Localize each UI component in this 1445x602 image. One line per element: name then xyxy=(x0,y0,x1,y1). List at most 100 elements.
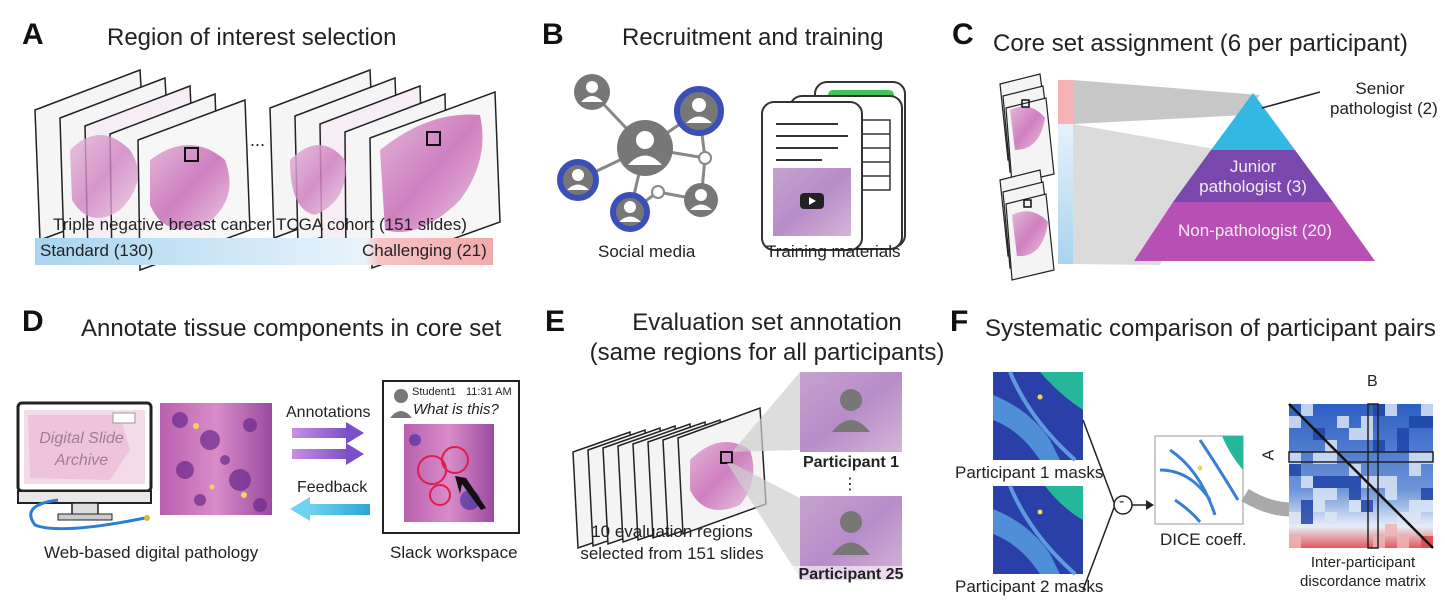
nonpathologist-label: Non-pathologist (20) xyxy=(1177,221,1333,240)
matrix-cell xyxy=(1289,464,1301,476)
matrix-cell xyxy=(1385,476,1397,488)
discordance-matrix xyxy=(1288,403,1434,549)
training-materials xyxy=(761,81,906,251)
dsa-label: Digital Slide Archive xyxy=(24,428,139,472)
matrix-cell xyxy=(1301,476,1313,488)
annotations-label: Annotations xyxy=(286,404,371,421)
matrix-cell xyxy=(1325,452,1337,464)
matrix-cell xyxy=(1361,500,1373,512)
network-nodes xyxy=(557,74,724,232)
participant-2-masks-label: Participant 2 masks xyxy=(955,577,1104,596)
challenging-strip xyxy=(1058,80,1073,124)
slide-stack-left xyxy=(34,68,251,272)
panel-letter-e: E xyxy=(545,305,566,338)
web-pathology-label: Web-based digital pathology xyxy=(44,543,259,562)
matrix-cell xyxy=(1289,536,1301,548)
matrix-cell xyxy=(1385,404,1397,416)
matrix-cell xyxy=(1373,536,1385,548)
mask-participant-1 xyxy=(993,371,1083,462)
panel-letter-d: D xyxy=(22,305,44,338)
panel-b-title: Recruitment and training xyxy=(622,24,884,51)
dsa-line-2: Archive xyxy=(54,452,109,469)
matrix-cell xyxy=(1421,500,1433,512)
minus-sign: - xyxy=(1119,493,1125,510)
matrix-cell xyxy=(1301,500,1313,512)
senior-line-1: Senior xyxy=(1355,79,1405,98)
challenging-label: Challenging (21) xyxy=(362,241,487,260)
slack-username: Student1 xyxy=(412,386,457,398)
slide-stack-right xyxy=(269,68,501,270)
matrix-cell xyxy=(1409,452,1421,464)
matrix-cell xyxy=(1349,476,1361,488)
junior-line-2: pathologist (3) xyxy=(1199,177,1307,196)
participant-1-label: Participant 1 xyxy=(802,454,900,471)
matrix-cell xyxy=(1409,512,1421,524)
matrix-cell xyxy=(1289,512,1301,524)
matrix-cell xyxy=(1421,416,1433,428)
matrix-cell xyxy=(1397,536,1409,548)
dice-map xyxy=(1154,435,1244,525)
matrix-label: Inter-participant discordance matrix xyxy=(1291,553,1435,591)
panel-f-title: Systematic comparison of participant pai… xyxy=(985,315,1436,342)
panel-e-title-line-1: Evaluation set annotation xyxy=(632,309,902,336)
pyramid xyxy=(1134,91,1375,261)
matrix-cell xyxy=(1421,452,1433,464)
matrix-line-1: Inter-participant xyxy=(1310,554,1416,571)
region-projection xyxy=(727,372,800,578)
difference-operator xyxy=(1082,419,1154,591)
panel-letter-c: C xyxy=(952,18,974,51)
training-materials-label: Training materials xyxy=(766,242,901,261)
matrix-cell xyxy=(1289,452,1301,464)
dice-label: DICE coeff. xyxy=(1160,530,1247,549)
he-tissue-image xyxy=(160,403,272,515)
matrix-cell xyxy=(1409,464,1421,476)
cohort-label: Triple negative breast cancer TCGA cohor… xyxy=(53,215,467,234)
standard-challenging-bar xyxy=(35,238,493,265)
matrix-cell xyxy=(1337,476,1349,488)
matrix-cell xyxy=(1313,500,1325,512)
participant-1-masks-label: Participant 1 masks xyxy=(955,463,1104,482)
panel-d-title: Annotate tissue components in core set xyxy=(81,315,502,342)
panel-e-title: Evaluation set annotation (same regions … xyxy=(582,308,952,368)
matrix-cell xyxy=(1325,488,1337,500)
matrix-cell xyxy=(1409,416,1421,428)
matrix-cell xyxy=(1361,416,1373,428)
matrix-cell xyxy=(1349,428,1361,440)
dsa-line-1: Digital Slide xyxy=(39,430,124,447)
slides-ellipsis: ... xyxy=(250,130,266,150)
matrix-cell xyxy=(1337,416,1349,428)
annotation-arrows xyxy=(292,422,364,465)
regions-line-1: 10 evaluation regions xyxy=(591,522,753,541)
standard-label: Standard (130) xyxy=(40,241,154,260)
matrix-cell xyxy=(1313,488,1325,500)
matrix-cell xyxy=(1349,500,1361,512)
social-media-label: Social media xyxy=(598,242,696,261)
matrix-cell xyxy=(1313,452,1325,464)
panel-letter-a: A xyxy=(22,18,44,51)
slack-workspace-label: Slack workspace xyxy=(390,543,518,562)
matrix-cell xyxy=(1385,524,1397,536)
senior-line-2: pathologist (2) xyxy=(1330,99,1438,118)
matrix-cell xyxy=(1421,404,1433,416)
matrix-cell xyxy=(1373,440,1385,452)
matrix-axis-b: B xyxy=(1367,373,1378,390)
matrix-cell xyxy=(1373,404,1385,416)
junior-label: Junior pathologist (3) xyxy=(1173,157,1333,197)
regions-line-2: selected from 151 slides xyxy=(580,544,764,563)
matrix-cell xyxy=(1325,512,1337,524)
matrix-axis-a: A xyxy=(1260,449,1278,461)
slack-window xyxy=(382,380,520,534)
matrix-cell xyxy=(1289,416,1301,428)
evaluation-regions-label: 10 evaluation regions selected from 151 … xyxy=(572,521,772,565)
evaluation-slides xyxy=(572,406,767,550)
matrix-cell xyxy=(1409,500,1421,512)
matrix-cell xyxy=(1421,488,1433,500)
panel-e-title-line-2: (same regions for all participants) xyxy=(589,339,945,366)
matrix-cell xyxy=(1361,428,1373,440)
slack-timestamp: 11:31 AM xyxy=(466,386,512,398)
matrix-cell xyxy=(1397,440,1409,452)
participant-25-label: Participant 25 xyxy=(790,566,912,584)
panel-c-title: Core set assignment (6 per participant) xyxy=(993,30,1408,57)
mask-participant-2 xyxy=(993,485,1083,576)
